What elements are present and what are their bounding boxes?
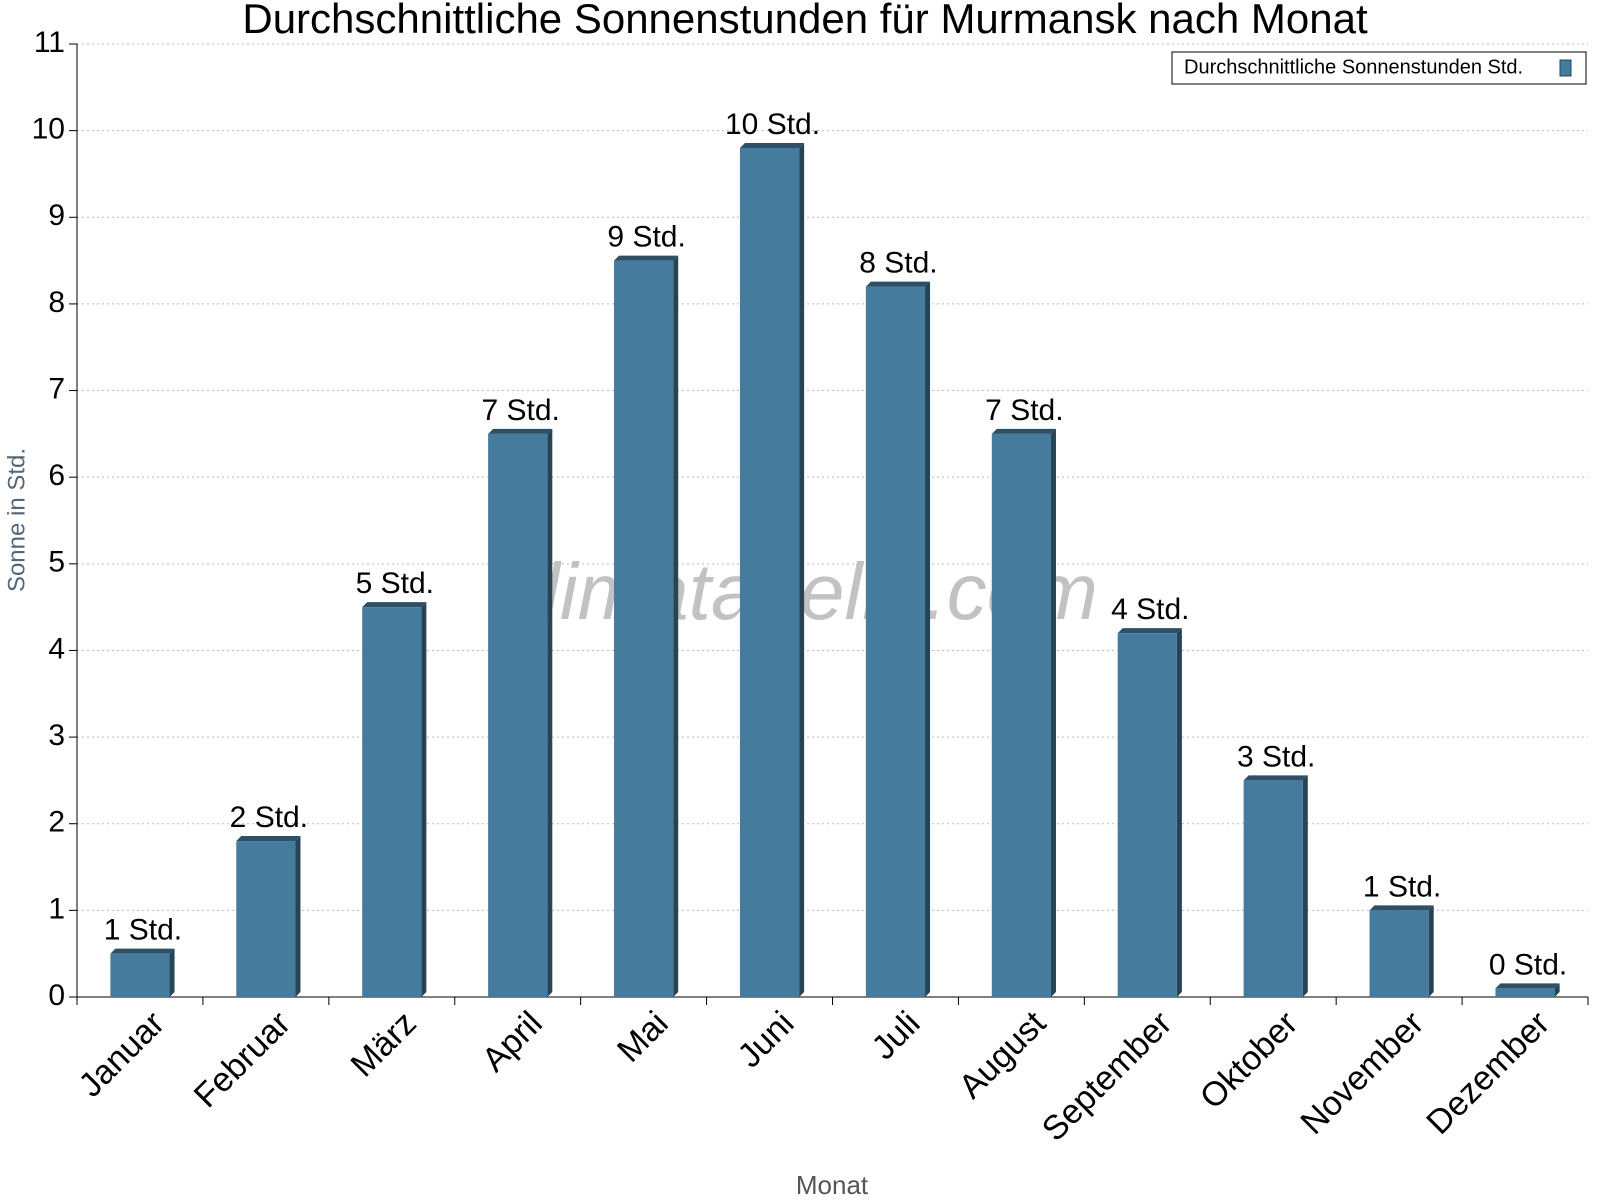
bar-side (673, 255, 679, 997)
y-tick-label: 7 (48, 372, 65, 405)
y-tick-label: 10 (32, 113, 65, 146)
value-label: 2 Std. (230, 801, 308, 834)
bar-side (295, 836, 301, 997)
legend: Durchschnittliche Sonnenstunden Std. (1171, 51, 1587, 85)
value-label: 1 Std. (104, 914, 182, 947)
y-tick-label: 3 (48, 719, 65, 752)
y-tick-label: 1 (48, 892, 65, 925)
x-axis-label: Monat (796, 1170, 869, 1200)
bar-top (865, 281, 931, 287)
bar-side (799, 142, 805, 998)
value-label: 10 Std. (725, 108, 820, 141)
legend-swatch (1559, 59, 1572, 77)
y-tick-label: 4 (48, 632, 65, 665)
legend-box (1171, 51, 1587, 85)
bar (236, 841, 296, 997)
value-label: 4 Std. (1111, 593, 1189, 626)
bar (1369, 910, 1429, 997)
bar-top (1117, 628, 1182, 634)
bar-top (739, 142, 805, 148)
y-tick-label: 9 (48, 199, 65, 232)
value-label: 0 Std. (1489, 948, 1567, 981)
bar-side (1050, 428, 1056, 997)
bar-side (1176, 628, 1182, 997)
bar-top (110, 948, 175, 954)
y-tick-label: 2 (48, 806, 65, 839)
bar (110, 953, 170, 997)
y-tick-label: 0 (48, 979, 65, 1012)
chart-title: Durchschnittliche Sonnenstunden für Murm… (242, 0, 1368, 42)
y-tick-label: 11 (34, 26, 65, 59)
legend-label: Durchschnittliche Sonnenstunden Std. (1184, 56, 1523, 78)
bar-top (1495, 983, 1560, 989)
bar (488, 433, 548, 997)
value-label: 9 Std. (607, 221, 685, 254)
y-axis-label: Sonne in Std. (3, 448, 30, 592)
bar (1495, 988, 1555, 997)
y-tick-label: 6 (48, 459, 65, 492)
value-label: 7 Std. (985, 394, 1063, 427)
bar (865, 286, 926, 998)
value-label: 7 Std. (482, 394, 560, 427)
y-tick-label: 8 (48, 286, 65, 319)
bar-side (421, 602, 427, 997)
bar-top (1369, 905, 1434, 911)
bar (991, 433, 1051, 997)
bar-top (236, 836, 301, 842)
bar-side (1302, 775, 1308, 997)
value-label: 3 Std. (1237, 740, 1315, 773)
y-tick-label: 5 (48, 546, 65, 579)
value-label: 1 Std. (1363, 870, 1441, 903)
bar-side (169, 948, 175, 997)
bar-side (925, 281, 931, 998)
bar-top (1243, 775, 1308, 781)
bar-top (362, 602, 427, 608)
bar-top (614, 255, 679, 261)
bar (362, 607, 422, 997)
bar-side (547, 428, 553, 997)
bar (739, 147, 800, 998)
value-label: 5 Std. (356, 567, 434, 600)
bar-top (488, 428, 553, 434)
value-label: 8 Std. (859, 247, 937, 280)
bar-side (1428, 905, 1434, 997)
bar (1117, 633, 1177, 997)
bar-side (1554, 983, 1560, 997)
bar (1243, 780, 1303, 997)
bar (614, 260, 674, 997)
bar-top (991, 428, 1056, 434)
